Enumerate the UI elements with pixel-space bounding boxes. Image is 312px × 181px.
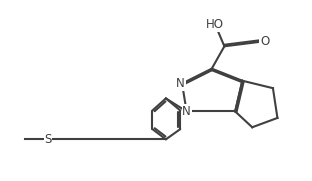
Text: O: O <box>260 35 269 48</box>
Text: HO: HO <box>206 18 224 31</box>
Text: N: N <box>176 77 185 90</box>
Text: N: N <box>182 105 191 118</box>
Text: S: S <box>44 133 52 146</box>
